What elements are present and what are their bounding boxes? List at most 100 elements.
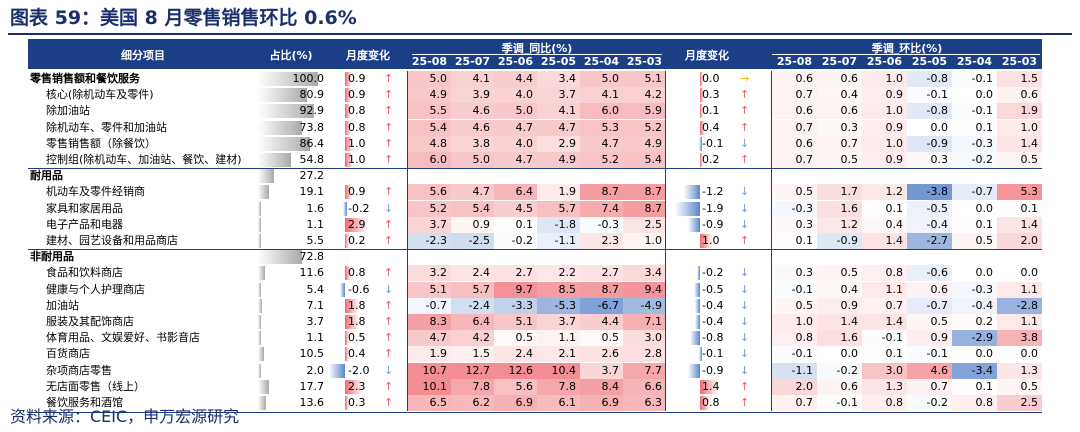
mom2-bar [689,331,700,346]
mom-value: 0.8 [348,266,366,280]
yoy-cell: 5.4 [451,200,494,217]
yoy-cell: -5.3 [537,297,580,314]
yoy-cell: -0.2 [494,233,537,249]
share-value: 10.5 [299,347,325,361]
yoy-cell: 2.4 [494,346,537,363]
yoy-cell: 4.9 [623,135,666,152]
qoq-cell: 1.2 [817,216,862,233]
table-row: 除加油站 92.9 0.8 ↑ 5.5 4.6 5.0 4.1 6.0 5.9 0.1 ↑ 0.6 0.6… [28,103,1042,120]
row-label: 食品和饮料商店 [46,266,123,280]
yoy-cell: 3.7 [537,314,580,330]
yoy-cell: 3.8 [451,135,494,152]
yoy-cell: 4.1 [537,103,580,120]
arrow-up-icon: ↑ [740,153,750,166]
qoq-cell: 1.0 [997,119,1042,136]
share-value: 80.9 [299,88,325,102]
qoq-cell: 0.1 [952,378,997,395]
share-bar [258,104,314,119]
share-value: 72.8 [299,250,325,264]
share-value: 1.1 [306,217,325,231]
qoq-cell: 0.5 [772,184,817,201]
qoq-cell: -0.3 [772,200,817,217]
yoy-cell: -0.3 [580,216,623,233]
qoq-cell: 1.4 [817,314,862,330]
header-mom: 月度变化 [346,49,390,62]
mom-value: 0.5 [348,331,366,345]
row-label: 健康与个人护理商店 [46,282,145,296]
yoy-cell: 3.4 [537,71,580,87]
row-label: 电子产品和电器 [46,217,123,231]
qoq-cell: 0.6 [817,103,862,120]
qoq-cell: 0.0 [817,346,862,363]
arrow-up-icon: ↑ [384,234,394,247]
yoy-cell: 2.4 [451,265,494,282]
mom-value: 0.9 [348,72,366,85]
qoq-cell: 0.7 [772,119,817,136]
mom-value: -2.0 [348,363,370,377]
yoy-cell: 4.9 [408,87,451,104]
yoy-cell: 7.8 [537,378,580,395]
table-bottom-rule [28,412,1042,414]
yoy-cell: -4.9 [623,297,666,314]
mom-bar [345,331,349,346]
arrow-up-icon: ↑ [384,347,394,361]
qoq-cell: 1.0 [772,314,817,330]
yoy-cell: 0.9 [451,216,494,233]
yoy-cell: 5.5 [408,103,451,120]
header-qoq-month: 25-03 [1001,55,1038,68]
yoy-cell: 12.7 [451,362,494,379]
mom-value: -0.6 [348,282,370,296]
mom-bar [345,379,364,394]
mom-bar [345,136,353,151]
yoy-cell: 8.7 [623,200,666,217]
qoq-cell: -0.1 [952,103,997,120]
yoy-cell: 5.3 [580,119,623,136]
table-row: 体育用品、文娱爱好、书影音店 1.1 0.5 ↑ 4.7 4.2 0.5 1.1 0.5 3.0-… [28,330,1042,347]
qoq-cell: 5.3 [997,184,1042,201]
yoy-cell: 5.7 [537,200,580,217]
qoq-cell: 3.0 [862,362,907,379]
mom2-bar [700,396,711,410]
table-row: 服装及其配饰商店 3.7 1.8 ↑ 8.3 6.4 5.1 3.7 4.4 7.1 -0.4 ↓ 1.… [28,314,1042,330]
share-value: 1.1 [306,331,325,345]
header-share: 占比(%) [269,49,313,62]
arrow-up-icon: ↑ [384,185,394,199]
mom-bar [345,347,349,362]
mom2-bar [694,315,700,329]
yoy-cell: 2.8 [623,346,666,363]
yoy-cell: 6.2 [451,395,494,411]
qoq-cell: -1.1 [772,362,817,379]
qoq-cell: -0.2 [952,152,997,168]
mom-value: 1.8 [348,315,366,328]
arrow-down-icon: ↓ [384,363,394,377]
yoy-cell: 5.9 [623,103,666,120]
qoq-cell: -2.9 [952,330,997,347]
qoq-cell: -2.8 [997,297,1042,314]
mom2-value: -1.2 [702,185,724,199]
yoy-cell: 9.7 [494,281,537,298]
yoy-cell: 6.9 [580,395,623,411]
qoq-cell: 0.3 [772,216,817,233]
qoq-cell: 0.5 [997,378,1042,395]
yoy-cell: 1.9 [537,184,580,201]
qoq-cell: 0.5 [817,265,862,282]
qoq-cell: -0.7 [907,297,952,314]
share-value: 13.6 [299,396,325,409]
yoy-cell: 5.2 [623,119,666,136]
arrow-down-icon: ↓ [384,201,394,215]
yoy-cell: 4.5 [494,200,537,217]
arrow-down-icon: ↓ [384,282,394,296]
yoy-cell: 4.7 [494,152,537,168]
share-bar [258,185,270,200]
arrow-up-icon: ↑ [384,379,394,393]
column-rule [665,71,666,412]
yoy-cell: 5.6 [408,184,451,201]
row-label: 零售销售额（除餐饮） [46,136,156,150]
table-row: 除机动车、零件和加油站 73.8 0.8 ↑ 5.4 4.6 4.7 4.7 5.3 5.2 0.4… [28,119,1042,136]
mom-value: 0.8 [348,104,366,118]
page-title: 图表 59：美国 8 月零售销售环比 0.6% [10,7,357,29]
mom2-bar [700,153,703,167]
share-value: 2.0 [306,363,325,377]
arrow-up-icon: ↑ [740,88,750,102]
share-bar [258,250,302,265]
